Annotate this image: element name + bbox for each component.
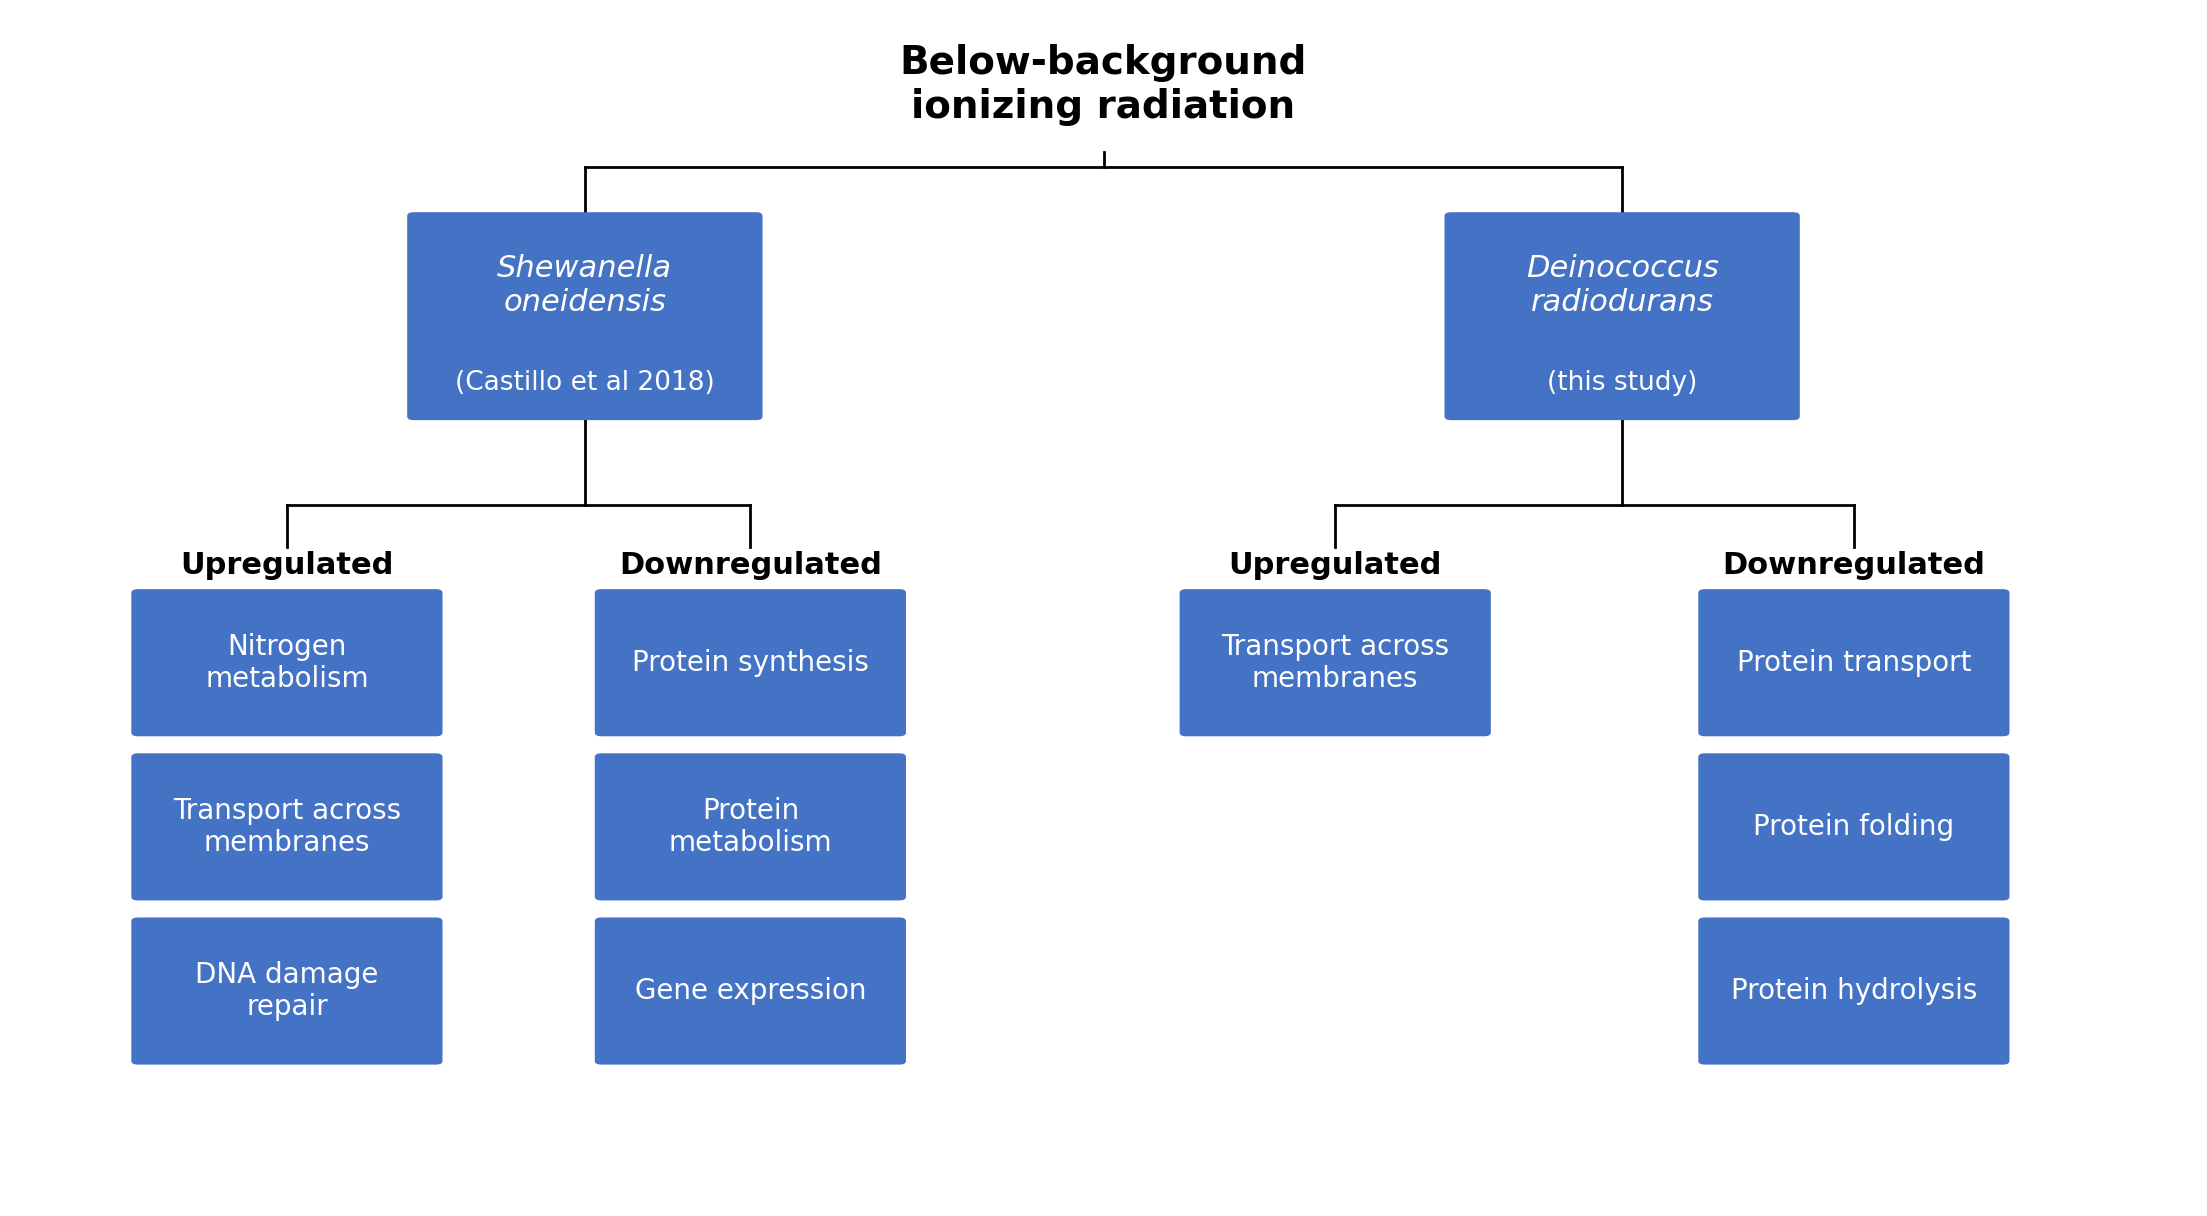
Text: Gene expression: Gene expression <box>636 976 865 1006</box>
Text: DNA damage
repair: DNA damage repair <box>194 961 380 1021</box>
FancyBboxPatch shape <box>596 589 907 736</box>
FancyBboxPatch shape <box>1699 589 2011 736</box>
Text: Protein folding: Protein folding <box>1752 812 1955 841</box>
Text: (Castillo et al 2018): (Castillo et al 2018) <box>455 370 715 396</box>
Text: Transport across
membranes: Transport across membranes <box>1220 632 1450 693</box>
Text: Below-background
ionizing radiation: Below-background ionizing radiation <box>900 44 1307 126</box>
FancyBboxPatch shape <box>1179 589 1492 736</box>
Text: Transport across
membranes: Transport across membranes <box>172 796 402 857</box>
Text: Protein
metabolism: Protein metabolism <box>669 796 832 857</box>
Text: Shewanella
oneidensis: Shewanella oneidensis <box>497 254 673 317</box>
FancyBboxPatch shape <box>408 213 764 421</box>
Text: Downregulated: Downregulated <box>618 551 883 580</box>
Text: Downregulated: Downregulated <box>1721 551 1986 580</box>
Text: Upregulated: Upregulated <box>1229 551 1441 580</box>
Text: Deinococcus
radiodurans: Deinococcus radiodurans <box>1525 254 1719 317</box>
Text: Protein synthesis: Protein synthesis <box>631 648 870 677</box>
FancyBboxPatch shape <box>132 754 441 900</box>
Text: Protein transport: Protein transport <box>1737 648 1971 677</box>
FancyBboxPatch shape <box>1443 213 1801 421</box>
FancyBboxPatch shape <box>1699 917 2011 1065</box>
Text: Nitrogen
metabolism: Nitrogen metabolism <box>205 632 369 693</box>
FancyBboxPatch shape <box>596 917 907 1065</box>
FancyBboxPatch shape <box>1699 754 2011 900</box>
FancyBboxPatch shape <box>132 589 441 736</box>
FancyBboxPatch shape <box>132 917 441 1065</box>
Text: Upregulated: Upregulated <box>181 551 393 580</box>
FancyBboxPatch shape <box>596 754 907 900</box>
Text: (this study): (this study) <box>1547 370 1697 396</box>
Text: Protein hydrolysis: Protein hydrolysis <box>1730 976 1977 1006</box>
